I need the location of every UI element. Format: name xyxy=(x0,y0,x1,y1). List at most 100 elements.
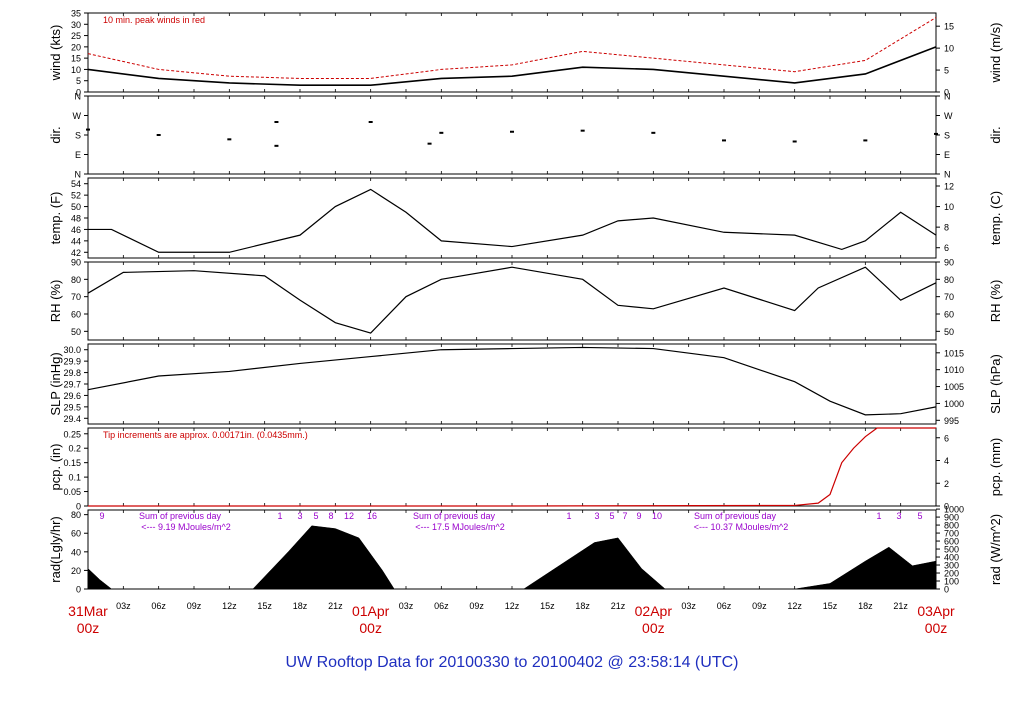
uv-index-label: 7 xyxy=(622,511,627,521)
pcp-left-tick-label: 0.25 xyxy=(63,429,81,439)
x-axis: 03z 06z 09z 12z 15z 18z 21z 03z 06z 09z 12z 15z 18z 2… xyxy=(68,601,955,636)
wind-right-tick-label: 5 xyxy=(944,66,949,76)
rh-right-tick-label: 80 xyxy=(944,275,954,285)
dir-right-tick-label: S xyxy=(944,131,950,141)
wind-right-tick-label: 15 xyxy=(944,22,954,32)
pcp-left-tick-label: 0.15 xyxy=(63,458,81,468)
pcp-right-tick-label: 6 xyxy=(944,433,949,443)
wind-right-tick-label: 10 xyxy=(944,44,954,54)
temp-left-tick-label: 46 xyxy=(71,225,81,235)
rad-right-tick-label: 300 xyxy=(944,561,959,571)
dir-right-tick-label: W xyxy=(944,111,953,121)
uv-index-label: 12 xyxy=(344,511,354,521)
wind-right-axis-label: wind (m/s) xyxy=(988,23,1003,84)
temp-right-tick-label: 6 xyxy=(944,243,949,253)
pcp-series-line xyxy=(88,427,936,507)
rad-left-tick-label: 80 xyxy=(71,510,81,520)
x-hour-tick-label: 03z xyxy=(681,601,696,611)
panel-frame-rh xyxy=(87,261,937,341)
rad-left-axis-label: rad(Lgly/hr) xyxy=(48,516,63,582)
rad-right-tick-label: 1000 xyxy=(944,505,964,515)
rad-left-tick-label: 20 xyxy=(71,566,81,576)
x-hour-tick-label: 06z xyxy=(434,601,449,611)
rad-right-tick-label: 0 xyxy=(944,585,949,595)
slp-right-tick-label: 995 xyxy=(944,416,959,426)
dir-left-tick-label: N xyxy=(75,170,82,180)
temp-left-tick-label: 50 xyxy=(71,202,81,212)
rad-left-tick-label: 0 xyxy=(76,585,81,595)
dir-point xyxy=(156,134,161,136)
slp-series-line xyxy=(87,346,937,416)
temp-left-tick-label: 42 xyxy=(71,248,81,258)
dir-left-axis-label: dir. xyxy=(48,126,63,143)
dir-point xyxy=(439,131,444,134)
temp-right-tick-label: 8 xyxy=(944,223,949,233)
dir-point xyxy=(227,138,232,141)
wind-left-tick-label: 25 xyxy=(71,31,81,41)
dir-right-tick-label: E xyxy=(944,150,950,160)
wind-left-tick-label: 30 xyxy=(71,20,81,30)
x-hour-tick-label: 15z xyxy=(540,601,555,611)
pcp-right-tick-label: 4 xyxy=(944,456,949,466)
wind-series-1 xyxy=(87,17,937,79)
slp-left-tick-label: 30.0 xyxy=(63,345,81,355)
rad-right-tick-label: 600 xyxy=(944,537,959,547)
dir-point xyxy=(580,129,585,132)
day-sum-title: Sum of previous day xyxy=(139,511,222,521)
x-hour-tick-label: 21z xyxy=(893,601,908,611)
dir-right-axis-label: dir. xyxy=(988,126,1003,143)
x-day-label: 03Apr xyxy=(917,603,955,619)
wind-left-axis-label: wind (kts) xyxy=(48,25,63,82)
rad-left-tick-label: 40 xyxy=(71,547,81,557)
day-sum-value: <--- 9.19 MJoules/m^2 xyxy=(141,522,231,532)
uv-index-label: 8 xyxy=(328,511,333,521)
rad-right-tick-label: 200 xyxy=(944,569,959,579)
temp-right-tick-label: 10 xyxy=(944,202,954,212)
x-hour-tick-label: 21z xyxy=(328,601,343,611)
x-day-time-label: 00z xyxy=(77,620,100,636)
rh-left-axis-label: RH (%) xyxy=(48,280,63,323)
x-day-label: 02Apr xyxy=(635,603,673,619)
rh-right-tick-label: 50 xyxy=(944,327,954,337)
slp-right-tick-label: 1015 xyxy=(944,348,964,358)
dir-left-tick-label: N xyxy=(75,92,82,102)
rad-right-tick-label: 500 xyxy=(944,545,959,555)
rad-right-tick-label: 400 xyxy=(944,553,959,563)
pcp-right-axis-label: pcp. (mm) xyxy=(988,438,1003,497)
slp-left-tick-label: 29.7 xyxy=(63,380,81,390)
day-sum-title: Sum of previous day xyxy=(694,511,777,521)
x-hour-tick-label: 03z xyxy=(116,601,131,611)
rad-right-axis-label: rad (W/m^2) xyxy=(988,514,1003,585)
x-day-time-label: 00z xyxy=(642,620,665,636)
dir-right-tick-label: N xyxy=(944,170,951,180)
slp-left-tick-label: 29.4 xyxy=(63,414,81,424)
dir-point xyxy=(274,121,279,123)
dir-point xyxy=(510,130,514,133)
wind-left-tick-label: 20 xyxy=(71,42,81,52)
uv-index-label: 9 xyxy=(99,511,104,521)
rh-left-tick-label: 80 xyxy=(71,275,81,285)
panel-frame-slp xyxy=(87,343,937,425)
rh-left-tick-label: 50 xyxy=(71,327,81,337)
dir-point xyxy=(86,128,90,131)
chart-title: UW Rooftop Data for 20100330 to 20100402… xyxy=(286,654,739,671)
rh-right-tick-label: 90 xyxy=(944,258,954,268)
uv-index-label: 1 xyxy=(566,511,571,521)
temp-left-tick-label: 54 xyxy=(71,179,81,189)
panel-frame-dir xyxy=(87,95,937,175)
x-hour-tick-label: 15z xyxy=(823,601,838,611)
wind-left-tick-label: 0 xyxy=(76,88,81,98)
x-hour-tick-label: 12z xyxy=(222,601,237,611)
rh-left-tick-label: 90 xyxy=(71,258,81,268)
pcp-left-tick-label: 0 xyxy=(76,502,81,512)
uv-index-label: 16 xyxy=(367,511,377,521)
x-hour-tick-label: 18z xyxy=(858,601,873,611)
rh-right-tick-label: 60 xyxy=(944,310,954,320)
pcp-left-tick-label: 0.2 xyxy=(68,444,81,454)
temp-series-line xyxy=(88,188,937,253)
rad-left-tick-label: 60 xyxy=(71,529,81,539)
uv-index-label: 3 xyxy=(896,511,901,521)
x-day-label: 31Mar xyxy=(68,603,108,619)
